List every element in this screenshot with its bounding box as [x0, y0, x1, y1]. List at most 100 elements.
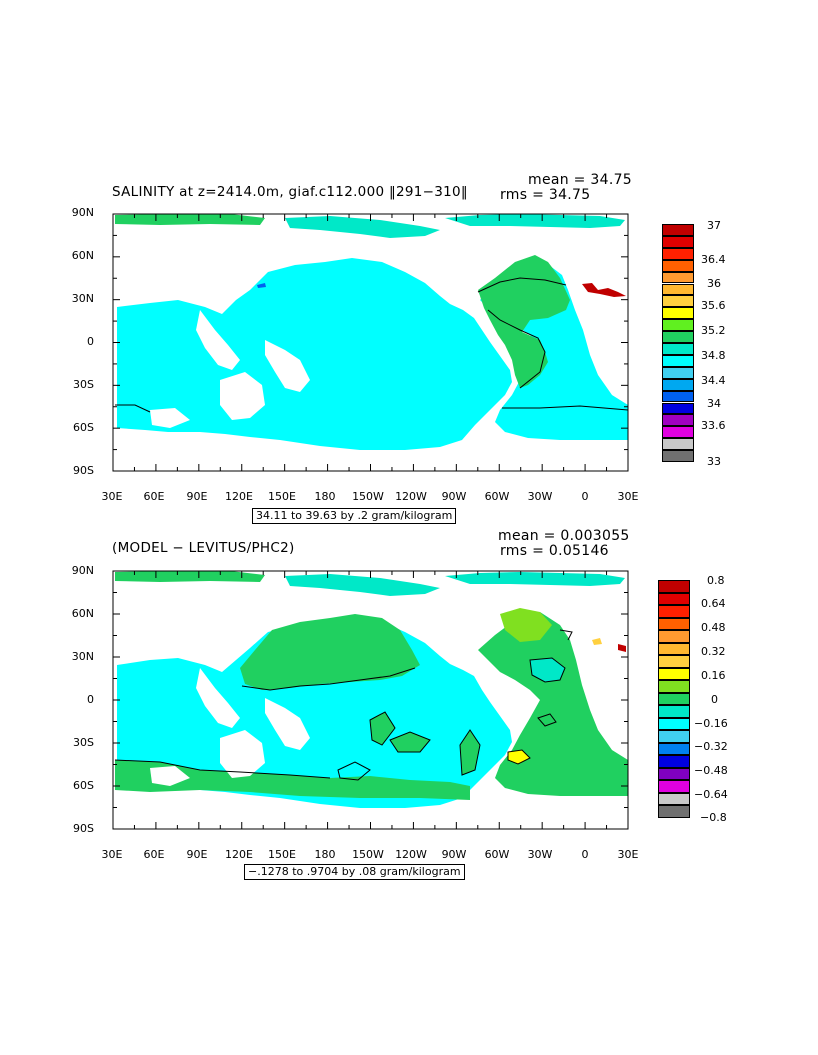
- colorbar-swatch: [658, 580, 690, 593]
- panel1-ocean-fill: [115, 214, 628, 450]
- p2-xlab: 150E: [268, 848, 296, 861]
- panel1-ticks: [112, 213, 629, 472]
- p2-xlab: 30E: [617, 848, 639, 861]
- p2-cbar-label: 0.8: [707, 574, 725, 587]
- p2-cbar-label: −0.64: [694, 788, 728, 801]
- panel2-rms: rms = 0.05146: [500, 543, 609, 559]
- colorbar-swatch: [662, 378, 694, 391]
- colorbar-swatch: [662, 438, 694, 451]
- p1-cbar-label: 33.6: [701, 419, 726, 432]
- p2-cbar-label: −0.48: [694, 764, 728, 777]
- p2-cbar-label: 0: [711, 693, 718, 706]
- colorbar-swatch: [658, 680, 690, 693]
- colorbar-swatch: [662, 307, 694, 320]
- p2-ylab-30n: 30N: [71, 650, 94, 663]
- p1-cbar-label: 34.8: [701, 349, 726, 362]
- p2-xlab: 120W: [395, 848, 427, 861]
- p2-cbar-label: 0.16: [701, 669, 726, 682]
- p1-xlab: 150E: [268, 490, 296, 503]
- colorbar-swatch: [662, 283, 694, 296]
- colorbar-swatch: [662, 390, 694, 403]
- colorbar-swatch: [662, 295, 694, 308]
- colorbar-swatch: [658, 592, 690, 606]
- p2-cbar-label: −0.8: [700, 811, 727, 824]
- panel2-title: (MODEL − LEVITUS/PHC2): [112, 540, 295, 556]
- p2-ylab-0: 0: [87, 693, 94, 706]
- p1-cbar-label: 34: [707, 397, 721, 410]
- panel1-title: SALINITY at z=2414.0m, giaf.c112.000 ‖29…: [112, 184, 468, 200]
- colorbar-swatch: [658, 642, 690, 656]
- p1-xlab: 60W: [484, 490, 510, 503]
- p1-xlab: 150W: [352, 490, 384, 503]
- p2-cbar-label: 0.64: [701, 597, 726, 610]
- colorbar-swatch: [662, 247, 694, 260]
- panel2-contours: [114, 629, 573, 781]
- colorbar-swatch: [662, 414, 694, 427]
- colorbar-swatch: [658, 742, 690, 756]
- p1-xlab: 60E: [143, 490, 165, 503]
- panel2-ticks: [112, 570, 629, 830]
- colorbar-swatch: [662, 402, 694, 415]
- p2-xlab: 120E: [225, 848, 253, 861]
- p1-xlab: 30W: [527, 490, 553, 503]
- panel1-rms: rms = 34.75: [500, 187, 591, 203]
- p1-ylab-30n: 30N: [71, 292, 94, 305]
- p1-xlab: 90W: [441, 490, 467, 503]
- p1-xlab: 90E: [186, 490, 208, 503]
- p1-cbar-label: 36: [707, 277, 721, 290]
- colorbar-swatch: [658, 780, 690, 793]
- colorbar-swatch: [662, 271, 694, 284]
- colorbar-swatch: [662, 426, 694, 439]
- p1-xlab: 30E: [101, 490, 123, 503]
- p2-xlab: 150W: [352, 848, 384, 861]
- colorbar-swatch: [662, 259, 694, 272]
- colorbar-swatch: [662, 319, 694, 332]
- colorbar-swatch: [658, 605, 690, 618]
- panel1-contours: [115, 277, 629, 413]
- p2-ylab-90n: 90N: [71, 564, 94, 577]
- colorbar-swatch: [658, 805, 690, 818]
- p2-cbar-label: −0.32: [694, 740, 728, 753]
- colorbar-swatch: [658, 655, 690, 668]
- colorbar-swatch: [662, 224, 694, 236]
- p1-ylab-30s: 30S: [73, 378, 94, 391]
- p2-ylab-60s: 60S: [73, 779, 94, 792]
- colorbar-swatch: [662, 450, 694, 462]
- p2-xlab: 60E: [143, 848, 165, 861]
- colorbar-swatch: [658, 617, 690, 631]
- colorbar-swatch: [658, 705, 690, 718]
- p2-xlab: 30W: [527, 848, 553, 861]
- colorbar-swatch: [658, 755, 690, 768]
- p1-ylab-60s: 60S: [73, 421, 94, 434]
- colorbar-swatch: [658, 792, 690, 806]
- p2-cbar-label: −0.16: [694, 717, 728, 730]
- p1-xlab: 120E: [225, 490, 253, 503]
- colorbar-swatch: [662, 343, 694, 355]
- p1-cbar-label: 33: [707, 455, 721, 468]
- panel1-range-label: 34.11 to 39.63 by .2 gram/kilogram: [252, 508, 457, 524]
- p1-cbar-label: 37: [707, 219, 721, 232]
- p2-xlab: 30E: [101, 848, 123, 861]
- panel2-mean: mean = 0.003055: [498, 528, 630, 544]
- colorbar-swatch: [658, 630, 690, 643]
- p2-ylab-30s: 30S: [73, 736, 94, 749]
- panel2-ocean-fill: [115, 571, 628, 808]
- p1-xlab: 0: [581, 490, 589, 503]
- p1-ylab-90s: 90S: [73, 464, 94, 477]
- colorbar-swatch: [662, 235, 694, 248]
- colorbar-swatch: [662, 366, 694, 379]
- colorbar-swatch: [658, 730, 690, 743]
- colorbar-swatch: [658, 692, 690, 706]
- p2-cbar-label: 0.32: [701, 645, 726, 658]
- p2-ylab-60n: 60N: [71, 607, 94, 620]
- p2-xlab: 180: [314, 848, 336, 861]
- p1-cbar-label: 34.4: [701, 374, 726, 387]
- p1-cbar-label: 35.2: [701, 324, 726, 337]
- p2-xlab: 90E: [186, 848, 208, 861]
- panel2-range-label: −.1278 to .9704 by .08 gram/kilogram: [244, 864, 465, 880]
- p1-ylab-0: 0: [87, 335, 94, 348]
- p1-xlab: 180: [314, 490, 336, 503]
- p2-ylab-90s: 90S: [73, 822, 94, 835]
